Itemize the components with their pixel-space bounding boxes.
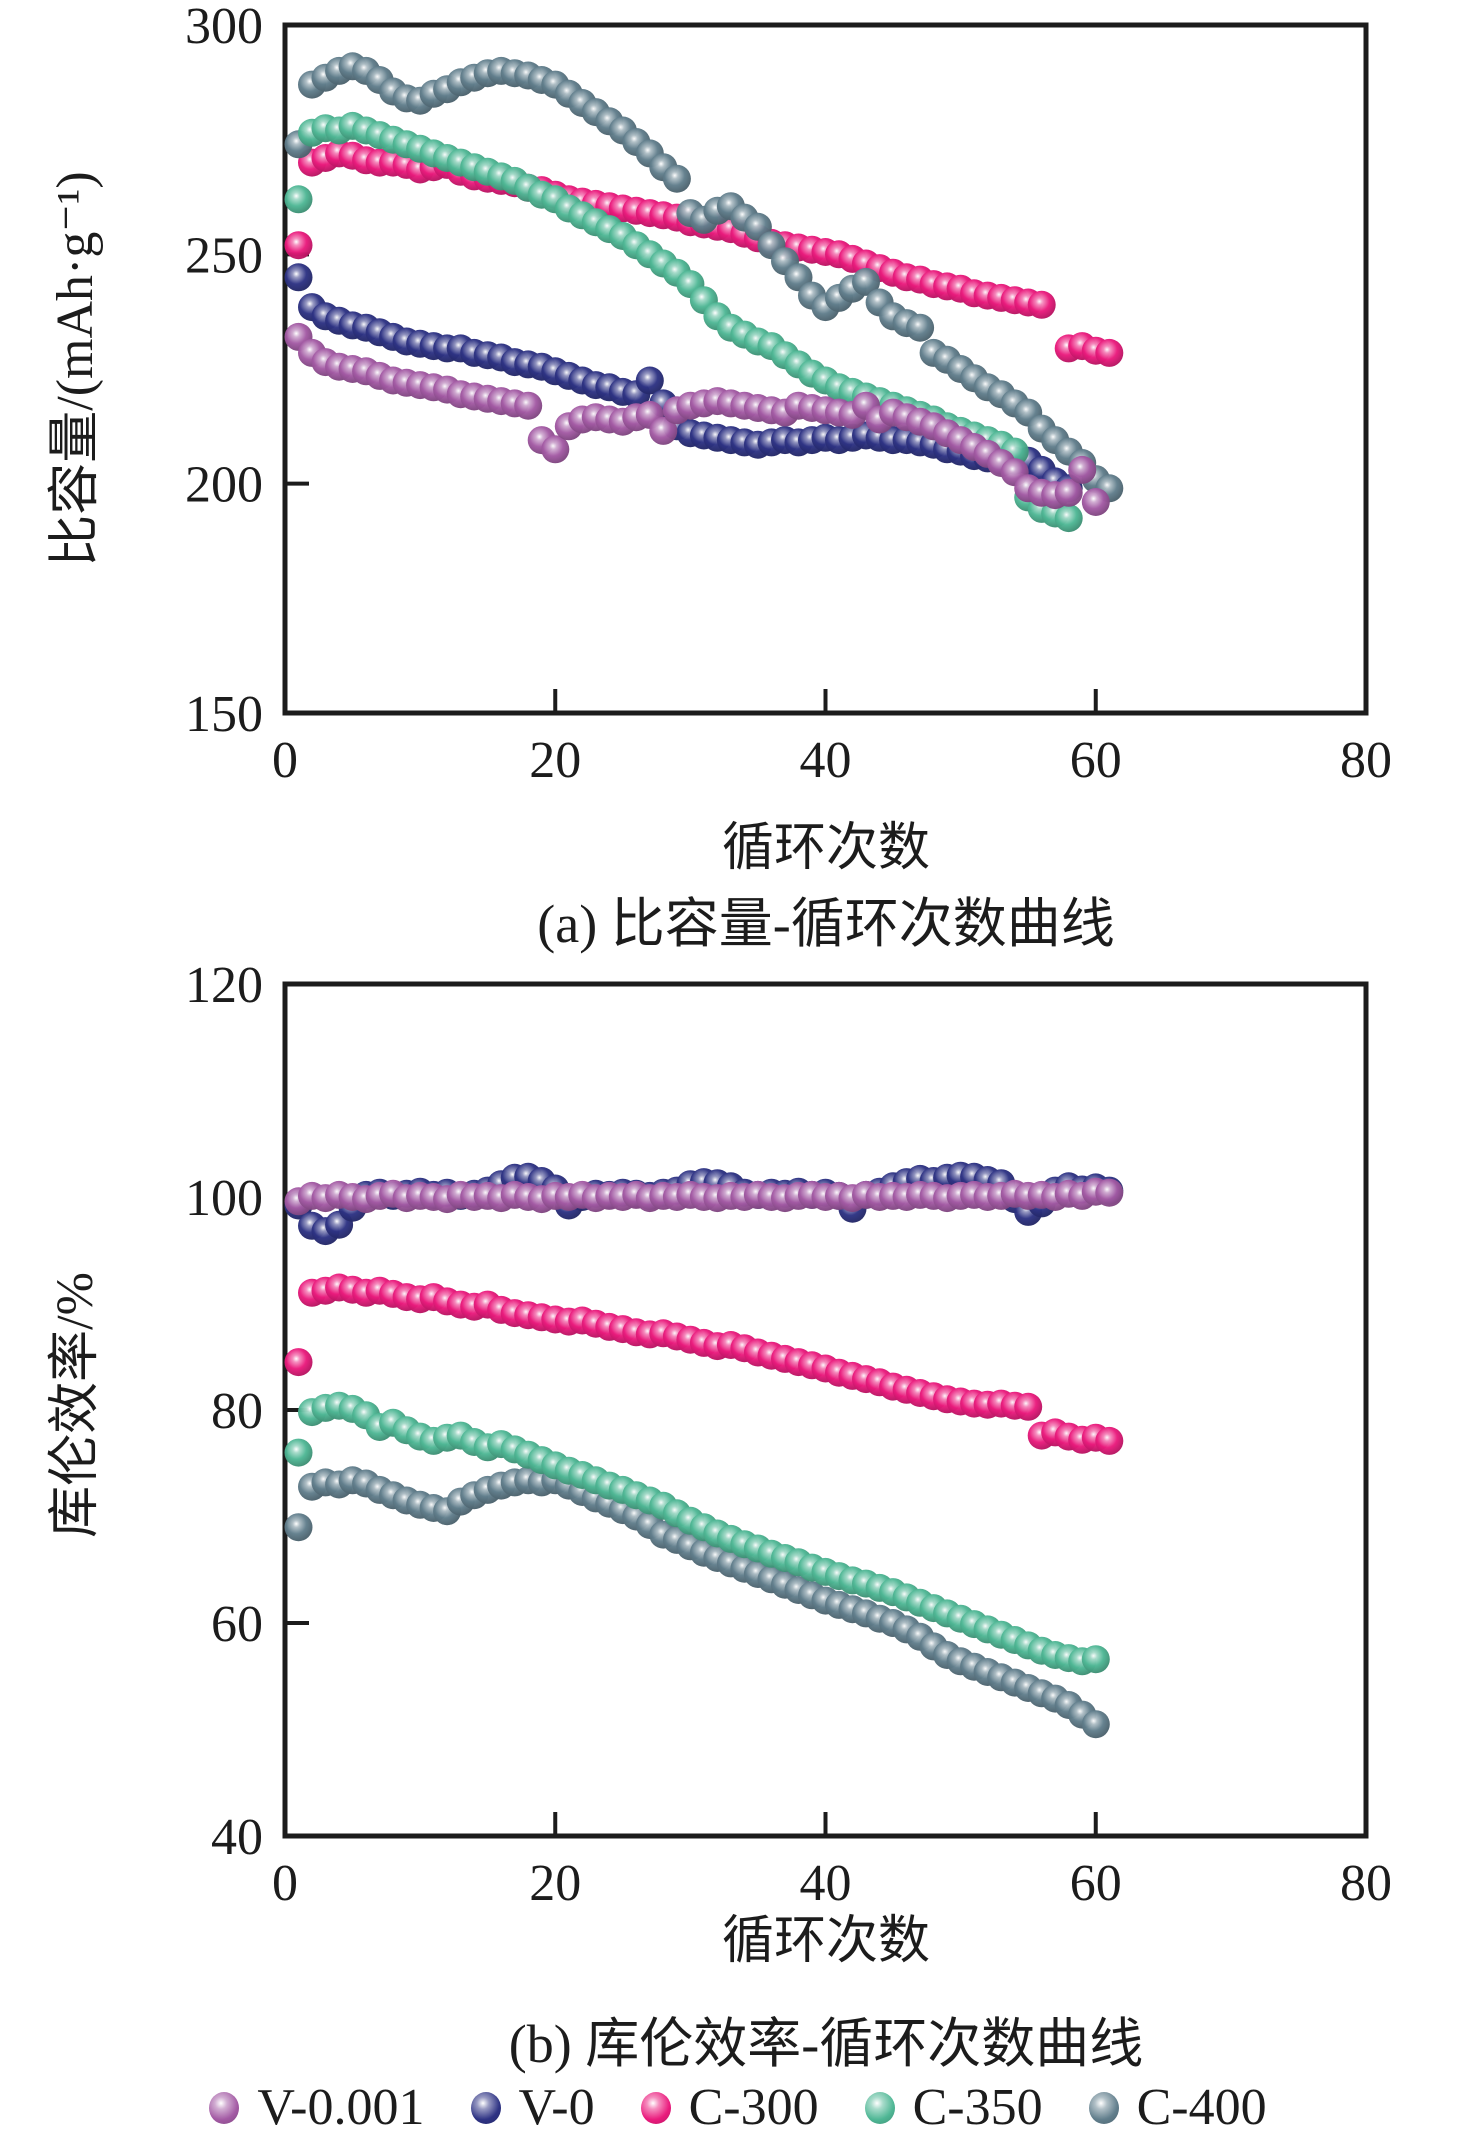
data-point	[649, 416, 678, 445]
legend-marker-icon	[1088, 2092, 1119, 2124]
legend-marker-icon	[864, 2092, 895, 2124]
y-tick-label: 60	[211, 1596, 263, 1653]
data-point	[1054, 504, 1083, 533]
chart-a-caption: (a) 比容量-循环次数曲线	[537, 894, 1114, 954]
legend-label: C-300	[688, 2079, 819, 2136]
data-point	[284, 1438, 313, 1467]
data-point	[852, 267, 880, 296]
data-point	[1081, 1710, 1110, 1739]
chart-a-x-axis-label: 循环次数	[722, 820, 930, 877]
legend-item-v0001: V-0.001	[209, 2079, 425, 2136]
efficiency-chart: 0 20 40 60 80 40 60 80 100 120	[185, 957, 1392, 1912]
y-tick-label: 150	[185, 686, 263, 743]
data-point	[1095, 338, 1124, 367]
x-tick-label: 40	[800, 732, 852, 789]
y-tick-label: 250	[185, 227, 263, 284]
data-point	[1054, 478, 1083, 507]
plot-frame	[282, 22, 1369, 716]
x-tick-label: 0	[272, 1855, 298, 1912]
y-tick-label: 100	[185, 1170, 263, 1227]
legend-label: C-350	[912, 2079, 1043, 2136]
legend-marker-icon	[640, 2092, 671, 2124]
legend-label: V-0.001	[257, 2079, 425, 2136]
y-tick-label: 120	[185, 957, 263, 1014]
data-point	[514, 391, 543, 420]
x-tick-label: 40	[800, 1855, 852, 1912]
chart-b-x-axis-label: 循环次数	[722, 1913, 930, 1970]
data-point	[1081, 488, 1110, 516]
data-point	[1095, 1426, 1124, 1455]
data-point	[635, 366, 664, 395]
legend-label: V-0	[518, 2079, 595, 2136]
legend-marker-icon	[470, 2092, 501, 2124]
legend-label: C-400	[1136, 2079, 1267, 2136]
capacity-chart: 0 20 40 60 80 150 200 250 300	[185, 0, 1392, 789]
chart-b-y-axis-label: 库伦效率/%	[47, 1272, 104, 1538]
x-tick-label: 60	[1070, 732, 1122, 789]
data-point	[1081, 1645, 1110, 1674]
data-point	[284, 1513, 313, 1542]
data-point	[1027, 290, 1056, 319]
legend-item-c350: C-350	[864, 2079, 1043, 2136]
data-point	[284, 231, 313, 260]
x-tick-label: 80	[1340, 732, 1392, 789]
legend-item-v0: V-0	[470, 2079, 595, 2136]
data-point	[1095, 1178, 1124, 1207]
x-tick-label: 80	[1340, 1855, 1392, 1912]
y-tick-label: 80	[211, 1383, 263, 1440]
chart-b-caption: (b) 库伦效率-循环次数曲线	[509, 2014, 1143, 2074]
data-point	[1014, 1392, 1043, 1421]
data-point	[284, 263, 313, 292]
data-point	[541, 435, 570, 464]
legend: V-0.001 V-0 C-300 C-350 C-400	[0, 2082, 1476, 2134]
x-tick-label: 20	[529, 732, 581, 789]
data-point	[906, 313, 935, 342]
legend-item-c300: C-300	[640, 2079, 819, 2136]
y-tick-label: 40	[211, 1809, 263, 1866]
y-tick-label: 300	[185, 0, 263, 55]
chart-a-y-axis-label: 比容量/(mAh·g⁻¹)	[47, 171, 104, 566]
plot-frame	[282, 981, 1369, 1839]
data-point	[1068, 455, 1097, 484]
x-tick-label: 60	[1070, 1855, 1122, 1912]
data-point	[284, 185, 313, 214]
x-tick-label: 0	[272, 732, 298, 789]
legend-marker-icon	[209, 2092, 240, 2124]
data-point	[284, 1348, 313, 1377]
y-tick-label: 200	[185, 457, 263, 514]
x-tick-label: 20	[529, 1855, 581, 1912]
legend-item-c400: C-400	[1088, 2079, 1267, 2136]
data-point	[662, 164, 691, 193]
